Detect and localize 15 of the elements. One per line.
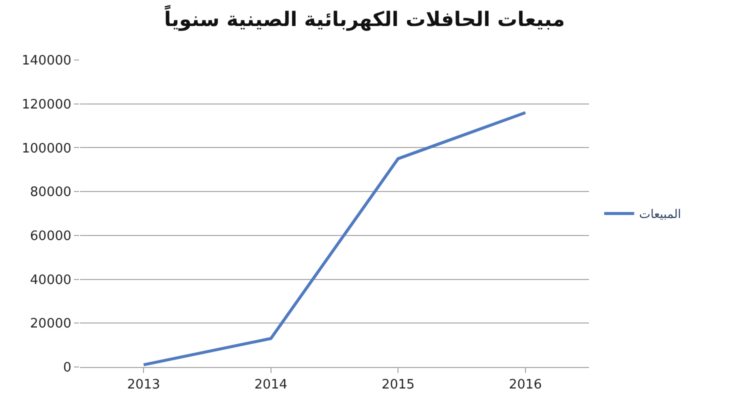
chart-title: مبيعات الحافلات الكهربائية الصينية سنوياً: [164, 4, 565, 32]
y-tick-label: 140000: [22, 54, 72, 69]
legend-label: المبيعات: [639, 207, 682, 222]
y-tick-label: 60000: [30, 228, 72, 244]
y-tick-label: 100000: [22, 141, 72, 156]
y-tick-label: 120000: [22, 97, 72, 112]
x-tick-label: 2016: [508, 378, 542, 393]
line-series: [142, 111, 527, 366]
y-tick-label: 40000: [30, 272, 72, 288]
x-tick-label: 2015: [382, 378, 415, 393]
y-tick-label: 0: [63, 360, 72, 376]
x-tick-label: 2013: [127, 378, 160, 393]
y-tick-label: 80000: [30, 185, 72, 200]
x-tick-label: 2014: [254, 378, 288, 393]
y-tick-label: 20000: [30, 316, 72, 332]
